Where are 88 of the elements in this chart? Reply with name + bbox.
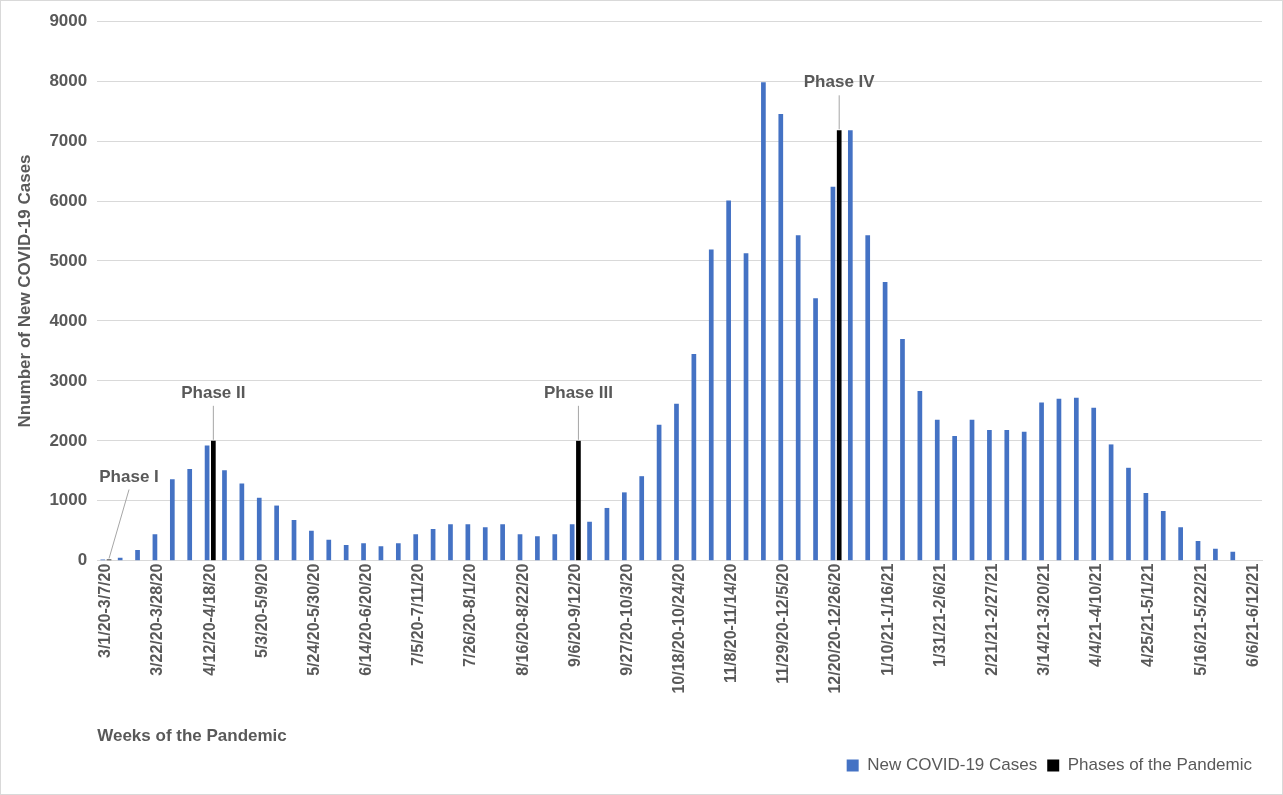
bar [211,440,216,561]
bar [952,436,957,561]
bar [187,468,193,561]
y-tick-label: 8000 [49,70,88,90]
bar [1230,551,1236,561]
bar [413,534,419,561]
y-tick-label: 1000 [49,490,88,510]
x-tick-label: 3/14/21-3/20/21 [1035,563,1053,676]
x-tick-label: 9/6/20-9/12/20 [565,563,583,667]
x-tick-label: 4/12/20-4/18/20 [200,563,218,676]
x-tick-label: 1/31/21-2/6/21 [930,563,948,667]
x-tick-label: 5/24/20-5/30/20 [304,563,322,676]
bar [795,235,801,561]
bar [326,539,332,561]
bar [761,82,766,561]
x-tick-label: 7/5/20-7/11/20 [409,563,427,667]
x-tick-label: 12/20/20-12/26/20 [826,563,844,694]
bar [934,419,940,561]
bar [778,114,784,561]
bar [1160,510,1166,561]
x-tick-label: 5/16/21-5/22/21 [1191,563,1209,676]
y-tick-label: 9000 [49,10,88,30]
x-tick-label: 3/1/20-3/7/20 [96,563,114,659]
bar [448,524,453,561]
y-tick-label: 7000 [49,130,88,150]
bar [836,130,842,561]
bar [674,403,679,561]
bar [865,235,871,561]
x-tick-label: 11/29/20-12/5/20 [774,563,792,684]
x-tick-label: 6/14/20-6/20/20 [357,563,375,676]
bar [343,545,349,561]
bar [1091,407,1097,561]
bar [708,249,714,561]
x-tick-label: 3/22/20-3/28/20 [148,563,166,676]
x-tick-label: 8/16/20-8/22/20 [513,563,531,676]
legend-label: New COVID-19 Cases [867,755,1038,775]
y-tick-label: 5000 [49,250,88,270]
annotation: Phase II [181,383,246,403]
annotation: Phase IV [803,72,876,92]
bar [309,530,314,561]
y-tick-label: 0 [77,550,88,570]
y-tick-label: 4000 [49,310,88,330]
x-tick-label: 1/10/21-1/16/21 [878,563,896,676]
bar [1039,402,1044,561]
x-tick-label: 7/26/20-8/1/20 [461,563,479,667]
bar [569,524,575,561]
x-tick-label: 10/18/20-10/24/20 [670,563,688,694]
bar [639,476,645,561]
bar [1073,397,1079,561]
x-axis-title: Weeks of the Pandemic [97,726,287,746]
bar [169,479,175,561]
bar [726,200,731,561]
bar [576,440,581,561]
bar [482,527,488,561]
legend-label: Phases of the Pandemic [1067,755,1253,775]
x-tick-label: 4/25/21-5/1/21 [1139,563,1157,667]
bar [813,298,818,561]
annotation: Phase I [99,466,159,486]
bar [135,549,140,561]
bar [274,505,279,561]
bar [1126,467,1131,561]
bar [1178,527,1183,561]
bar [987,430,992,561]
bar [500,524,505,561]
bar [847,130,853,561]
bar [621,492,627,561]
y-axis-title: Nnumber of New COVID-19 Cases [14,154,34,428]
x-tick-label: 5/3/20-5/9/20 [252,563,270,659]
bar [1213,548,1218,561]
bar [256,497,262,561]
bar [552,534,558,561]
bar [1004,430,1010,561]
bar [535,536,540,561]
bar [395,543,401,561]
x-tick-label: 2/21/21-2/27/21 [982,563,1000,676]
y-tick-label: 6000 [49,190,88,210]
bar [361,543,366,561]
bar [222,470,227,561]
x-tick-label: 6/6/21-6/12/21 [1243,563,1261,667]
x-tick-label: 9/27/20-10/3/20 [617,563,635,676]
x-tick-label: 11/8/20-11/14/20 [722,563,740,683]
bar [1021,431,1027,561]
x-tick-label: 4/4/21-4/10/21 [1087,563,1105,667]
bar [900,338,905,561]
annotation: Phase III [543,383,613,403]
bar [587,521,592,561]
y-tick-label: 2000 [49,430,88,450]
y-tick-label: 3000 [49,370,88,390]
